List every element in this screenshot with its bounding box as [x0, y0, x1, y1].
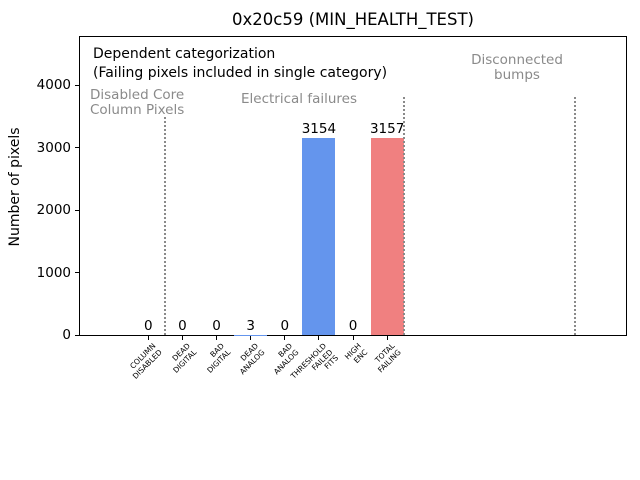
bar-value-label: 3154 — [301, 120, 337, 137]
bar-value-label: 0 — [212, 318, 221, 334]
bar-value-label: 0 — [143, 318, 153, 334]
x-tick-mark — [250, 336, 252, 340]
x-tick-mark — [386, 336, 388, 340]
region-label-electrical-failures: Electrical failures — [240, 91, 357, 107]
divider-dotted-line — [403, 97, 406, 335]
x-tick-label: TOTAL FAILING — [373, 341, 403, 375]
y-tick-label: 0 — [62, 327, 71, 343]
bar — [302, 137, 336, 335]
y-tick-mark — [75, 272, 80, 274]
x-tick-mark — [181, 336, 183, 340]
y-tick-label: 2000 — [36, 202, 71, 219]
chart-title: 0x20c59 (MIN_HEALTH_TEST) — [232, 10, 474, 29]
divider-dotted-line — [164, 117, 167, 335]
x-tick-label: DEAD ANALOG — [237, 341, 267, 376]
annotation-failing-pixels-note: (Failing pixels included in single categ… — [93, 65, 388, 81]
x-tick-label: COLUMN DISABLED — [128, 341, 164, 381]
region-label-disconnected-bumps: Disconnected bumps — [471, 52, 563, 83]
y-tick-label: 3000 — [36, 139, 71, 156]
y-tick-label: 4000 — [36, 77, 71, 94]
x-tick-mark — [147, 336, 149, 340]
x-tick-label: BAD DIGITAL — [205, 341, 233, 375]
x-tick-mark — [284, 336, 286, 340]
annotation-dependent-categorization: Dependent categorization — [93, 46, 276, 62]
plot-area — [79, 36, 627, 336]
bar-value-label: 0 — [178, 318, 187, 334]
y-tick-mark — [75, 209, 80, 211]
bar-value-label: 3 — [246, 317, 255, 334]
bar-value-label: 3157 — [369, 120, 405, 137]
y-tick-mark — [75, 334, 80, 336]
x-tick-mark — [216, 336, 217, 340]
y-tick-label: 1000 — [36, 264, 71, 281]
bar — [370, 137, 404, 335]
y-tick-mark — [75, 147, 80, 149]
x-tick-label: DEAD DIGITAL — [170, 341, 199, 375]
y-tick-mark — [75, 84, 80, 86]
x-tick-mark — [352, 336, 354, 340]
region-label-disabled-core-column-pixels: Disabled Core Column Pixels — [90, 87, 185, 118]
bar-value-label: 0 — [280, 318, 290, 334]
x-tick-label: HIGH ENC — [342, 341, 369, 365]
x-tick-mark — [318, 336, 320, 340]
bar-value-label: 0 — [348, 318, 358, 334]
divider-dotted-line — [573, 97, 576, 335]
